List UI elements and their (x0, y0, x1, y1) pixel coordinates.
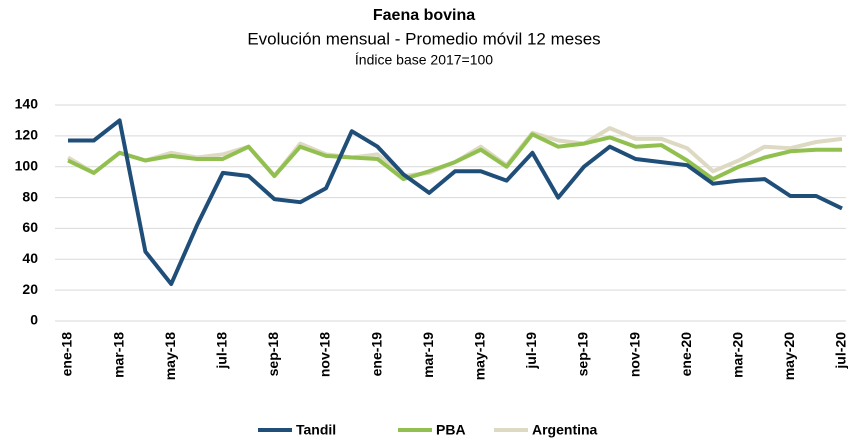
x-tick-label: jul-19 (523, 332, 539, 370)
x-tick-label: may-20 (781, 332, 797, 380)
series-line (66, 126, 843, 178)
chart-title: Faena bovina (373, 7, 475, 24)
legend-label: Tandil (296, 422, 336, 438)
x-tick-label: nov-19 (626, 332, 642, 377)
y-tick-label: 0 (30, 312, 38, 328)
chart-subtitle: Evolución mensual - Promedio móvil 12 me… (247, 29, 600, 48)
x-tick-label: may-18 (162, 332, 178, 380)
x-tick-label: mar-20 (730, 332, 746, 378)
x-tick-label: jul-18 (214, 332, 230, 370)
y-tick-label: 80 (22, 188, 38, 204)
series-line (67, 132, 842, 182)
x-tick-label: ene-20 (678, 332, 694, 377)
x-tick-label: ene-19 (368, 332, 384, 377)
y-tick-label: 120 (15, 127, 39, 143)
series-line (68, 118, 843, 286)
legend-label: Argentina (532, 422, 598, 438)
x-tick-label: sep-19 (575, 332, 591, 377)
x-tick-label: mar-19 (420, 332, 436, 378)
x-tick-label: sep-18 (265, 332, 281, 377)
x-tick-label: mar-18 (110, 332, 126, 378)
y-tick-label: 60 (22, 219, 38, 235)
x-tick-label: nov-18 (317, 332, 333, 377)
x-tick-label: may-19 (472, 332, 488, 380)
y-tick-label: 20 (22, 281, 38, 297)
x-tick-label: ene-18 (59, 332, 75, 377)
y-tick-label: 140 (15, 96, 39, 112)
y-tick-label: 100 (15, 157, 39, 173)
x-tick-label: jul-20 (833, 332, 848, 370)
y-tick-label: 40 (22, 250, 38, 266)
legend-label: PBA (436, 422, 466, 438)
chart-annotation: Índice base 2017=100 (355, 52, 493, 68)
